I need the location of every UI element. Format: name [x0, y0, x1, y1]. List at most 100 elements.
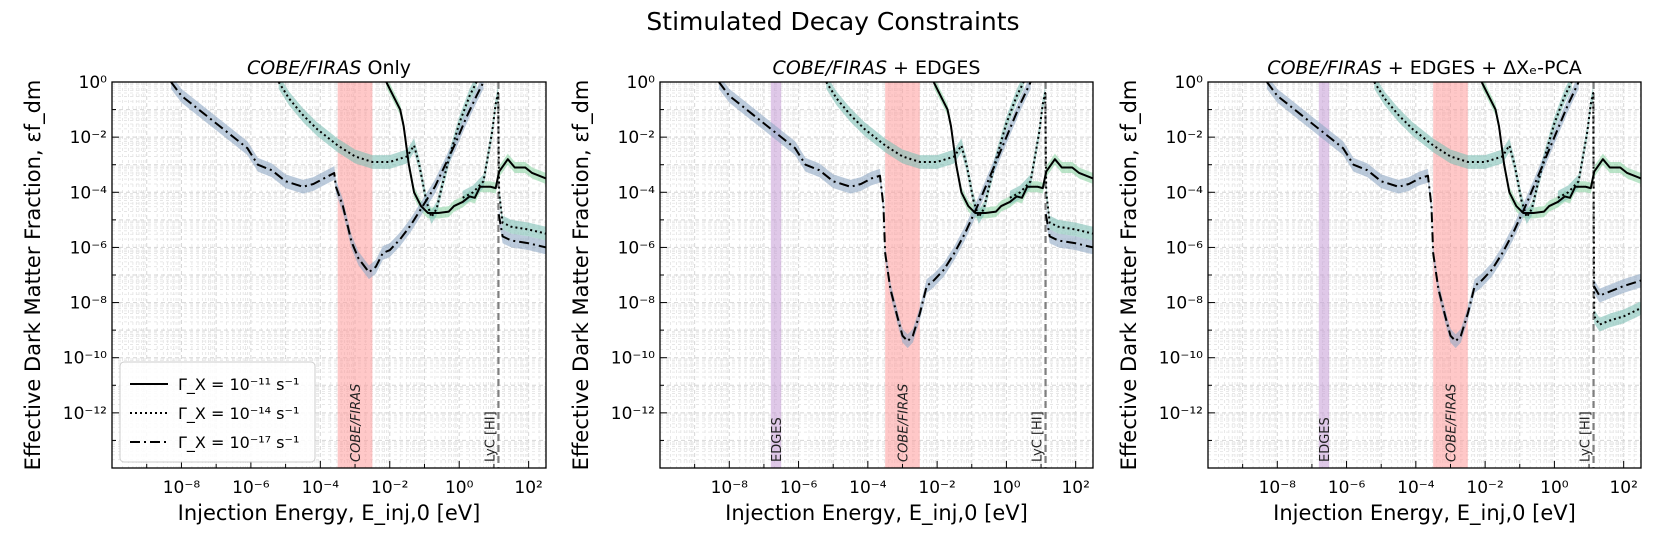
x-tick-label: 10⁻⁸	[163, 478, 201, 498]
panel-title-rest: + EDGES	[887, 57, 980, 79]
panel-title: COBE/FIRAS + EDGES + ΔXₑ-PCA	[1267, 57, 1581, 79]
band-dotted-1	[278, 82, 477, 224]
y-tick-label: 10⁻⁴	[70, 183, 108, 203]
band-dotted-1	[826, 82, 1024, 224]
panel-title-italic: COBE/FIRAS	[773, 57, 887, 79]
x-tick-label: 10⁻²	[1466, 478, 1503, 498]
x-tick-label: 10⁻⁴	[1397, 478, 1435, 498]
series-dashdot-line-4	[497, 214, 546, 249]
plot-area	[660, 82, 1093, 468]
series-dashdot-line-2	[718, 82, 1032, 343]
y-tick-label: 10⁻¹⁰	[63, 349, 107, 369]
band-dashdot-4	[1593, 273, 1641, 303]
legend-box	[119, 361, 316, 463]
panel-2: EDGES COBE/FIRAS LyC [HI] 10⁻⁸ 10⁻⁶ 10⁻⁴ 10⁻² 1…	[569, 57, 1094, 526]
y-axis-label: Effective Dark Matter Fraction, εf_dm	[21, 80, 46, 471]
band-dashdot-2	[171, 82, 484, 280]
x-tick-label: 10²	[514, 478, 542, 498]
series-dashdot-line-4	[1593, 279, 1641, 297]
x-axis-label: Injection Energy, E_inj,0 [eV]	[725, 501, 1028, 526]
series-dotted-line-3	[462, 92, 546, 235]
x-tick-label: 10⁻²	[371, 478, 408, 498]
band-dashdot-4	[498, 207, 546, 255]
lyc-label: LyC [HI]	[1031, 411, 1046, 462]
series-solid-line-0	[1480, 82, 1641, 214]
band-dashdot-2	[1266, 82, 1579, 349]
panel-title-rest: Only	[361, 57, 411, 79]
y-tick-label: 10⁻²	[1166, 128, 1203, 148]
band-dotted-3	[1557, 86, 1641, 332]
series-dashdot-line-4	[1044, 214, 1093, 249]
panel-1: COBE/FIRAS LyC [HI] 10⁻⁸ 10⁻⁶ 10⁻⁴ 10⁻² 10⁰ 10²…	[21, 57, 547, 526]
y-tick-label: 10⁻⁴	[1166, 183, 1204, 203]
region-label-cobe-firas: COBE/FIRAS	[1444, 384, 1459, 462]
panel-title-rest: + EDGES + ΔXₑ-PCA	[1382, 57, 1582, 79]
y-tick-label: 10⁻⁸	[618, 294, 656, 314]
region-label-edges: EDGES	[770, 417, 785, 462]
plot-area	[1208, 82, 1641, 468]
x-tick-label: 10⁻⁸	[711, 478, 749, 498]
panels: COBE/FIRAS LyC [HI] 10⁻⁸ 10⁻⁶ 10⁻⁴ 10⁻² 10⁰ 10²…	[21, 57, 1642, 526]
band-dashdot-2	[718, 82, 1031, 349]
region-label-edges: EDGES	[1318, 417, 1333, 462]
y-axis-label: Effective Dark Matter Fraction, εf_dm	[1117, 80, 1142, 471]
grid	[1208, 82, 1641, 468]
series-dotted-line-1	[825, 82, 1025, 219]
y-tick-label: 10⁰	[79, 73, 108, 93]
series-dashdot-line-2	[1266, 82, 1580, 343]
y-tick-label: 10⁻⁶	[618, 238, 656, 258]
y-tick-label: 10⁻¹²	[611, 404, 655, 424]
series-dotted-line-3	[1557, 92, 1641, 326]
series-dotted-line-1	[277, 82, 478, 219]
x-tick-label: 10⁻⁶	[232, 478, 270, 498]
band-dashdot-4	[1045, 207, 1093, 255]
band-dotted-3	[462, 86, 546, 241]
x-tick-label: 10⁻⁸	[1259, 478, 1297, 498]
legend: Γ_X = 10⁻¹¹ s⁻¹ Γ_X = 10⁻¹⁴ s⁻¹ Γ_X = 10⁻¹…	[119, 361, 316, 463]
y-tick-label: 10⁻¹⁰	[1159, 349, 1203, 369]
region-edges	[770, 82, 782, 468]
band-dotted-3	[1009, 86, 1093, 241]
x-axis-label: Injection Energy, E_inj,0 [eV]	[1273, 501, 1576, 526]
series-solid-line-0	[932, 82, 1093, 214]
y-tick-label: 10⁻²	[70, 128, 107, 148]
y-tick-label: 10⁻⁸	[70, 294, 108, 314]
x-tick-label: 10⁰	[445, 478, 474, 498]
panel-title: COBE/FIRAS Only	[247, 57, 411, 79]
y-tick-label: 10⁻⁸	[1166, 294, 1204, 314]
y-tick-label: 10⁰	[627, 73, 656, 93]
lyc-label: LyC [HI]	[1579, 411, 1594, 462]
x-tick-label: 10⁻⁴	[849, 478, 887, 498]
x-tick-label: 10⁻⁶	[1328, 478, 1366, 498]
series-solid-line-0	[385, 82, 546, 214]
y-tick-label: 10⁻¹⁰	[611, 349, 655, 369]
plot-area	[112, 82, 546, 468]
y-tick-label: 10⁰	[1175, 73, 1204, 93]
panel-title: COBE/FIRAS + EDGES	[773, 57, 981, 79]
panel-title-italic: COBE/FIRAS	[247, 57, 361, 79]
x-tick-label: 10⁻⁴	[302, 478, 340, 498]
band-dotted-1	[1374, 82, 1572, 224]
series-dotted-line-3	[1009, 92, 1093, 235]
region-label-cobe-firas: COBE/FIRAS	[896, 384, 911, 462]
y-tick-label: 10⁻⁶	[1166, 238, 1204, 258]
y-axis-label: Effective Dark Matter Fraction, εf_dm	[569, 80, 594, 471]
y-tick-label: 10⁻⁶	[70, 238, 108, 258]
x-tick-label: 10²	[1061, 478, 1089, 498]
x-tick-label: 10⁻⁶	[780, 478, 818, 498]
lyc-label: LyC [HI]	[483, 411, 498, 462]
y-tick-label: 10⁻¹²	[1159, 404, 1203, 424]
x-tick-label: 10⁻²	[918, 478, 955, 498]
figure-title: Stimulated Decay Constraints	[646, 7, 1019, 36]
x-tick-label: 10⁰	[992, 478, 1021, 498]
x-tick-label: 10⁰	[1540, 478, 1569, 498]
y-tick-label: 10⁻¹²	[63, 404, 107, 424]
region-label-cobe-firas: COBE/FIRAS	[349, 384, 364, 462]
y-tick-label: 10⁻²	[618, 128, 655, 148]
panel-3: EDGES COBE/FIRAS LyC [HI] 10⁻⁸ 10⁻⁶ 10⁻⁴ 10⁻² 1…	[1117, 57, 1642, 526]
panel-title-italic: COBE/FIRAS	[1267, 57, 1381, 79]
legend-label: Γ_X = 10⁻¹⁷ s⁻¹	[178, 433, 299, 453]
series-dashdot-line-2	[170, 82, 485, 274]
legend-label: Γ_X = 10⁻¹⁴ s⁻¹	[178, 404, 299, 424]
